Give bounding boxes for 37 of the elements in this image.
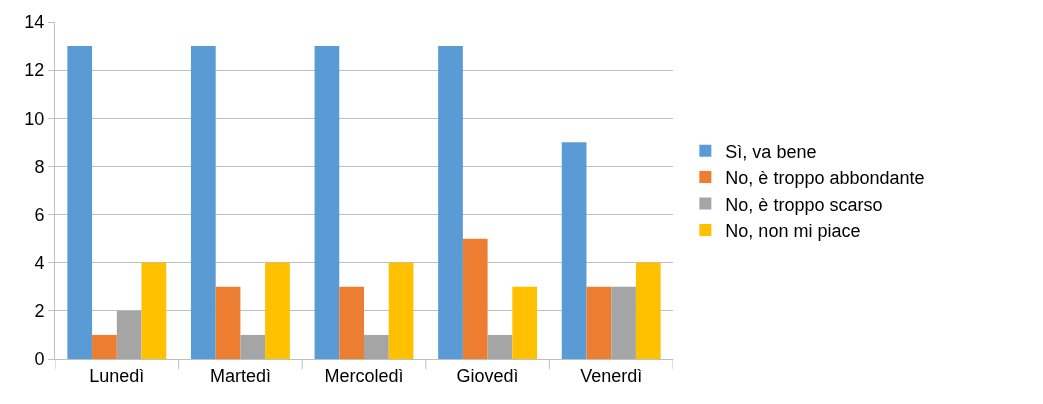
y-tick-label: 14 [24,12,45,33]
y-tick-label: 12 [24,60,45,81]
bar [339,286,364,359]
x-tick-label: Martedì [209,365,271,386]
bar [462,238,488,359]
bar [586,286,612,359]
y-tick-label: 4 [34,253,45,274]
y-tick-label: 10 [24,108,45,129]
bar [364,334,389,359]
y-tick-label: 0 [34,349,45,370]
bar [487,334,513,359]
bar [215,286,241,359]
bar [265,262,290,359]
x-tick-label: Giovedì [456,365,519,386]
legend-label: No, non mi piace [725,220,861,241]
x-tick-label: Lunedì [89,365,145,386]
bar [67,46,93,359]
bar [116,310,142,359]
bar [240,334,266,359]
bar [512,286,538,359]
y-tick-label: 8 [34,156,45,177]
legend-label: No, è troppo scarso [725,194,883,215]
legend-label: Sì, va bene [725,141,817,162]
bar [635,262,661,359]
x-tick-label: Mercoledì [324,365,404,386]
bar [438,46,463,359]
x-tick-label: Venerdì [580,365,643,386]
bar [314,46,340,359]
bar [141,262,167,359]
legend-label: No, è troppo abbondante [725,168,925,189]
bar [388,262,414,359]
bar [611,286,636,359]
bar [561,142,587,359]
y-tick-label: 6 [34,204,45,225]
bar [190,46,216,359]
bar [92,334,117,359]
y-tick-label: 2 [34,301,45,322]
